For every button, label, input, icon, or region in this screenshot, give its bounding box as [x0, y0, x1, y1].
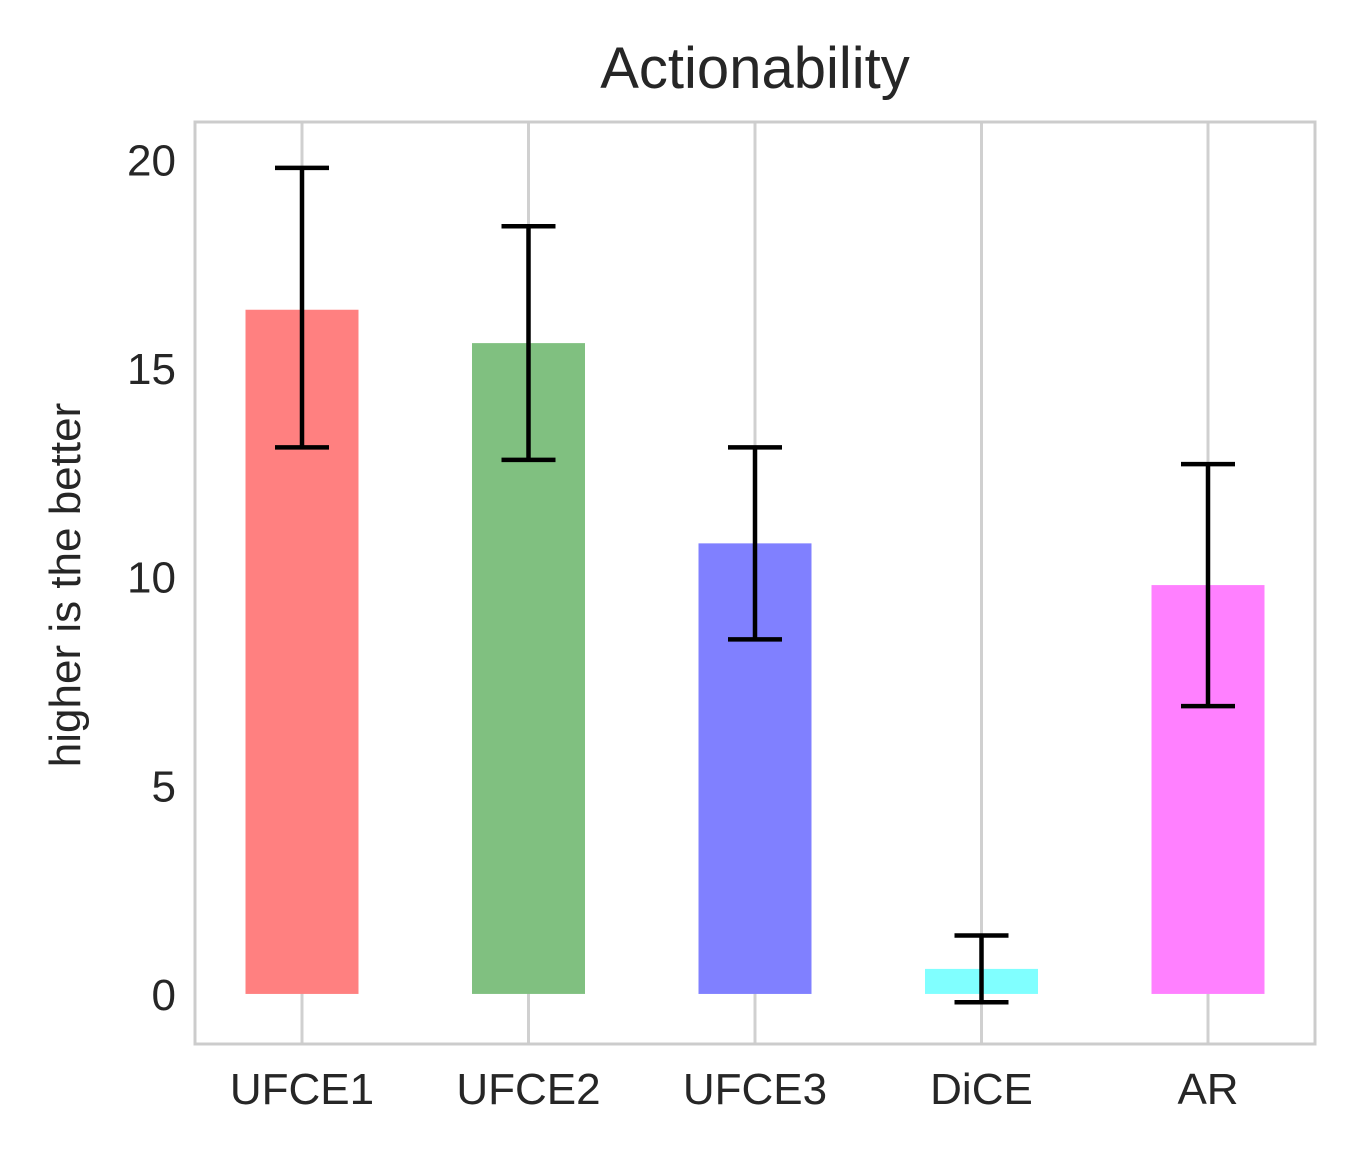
error-bar-ufce3: [728, 445, 782, 642]
error-bar-ufce2: [501, 224, 556, 463]
bars: [245, 309, 1265, 994]
error-bar-dice: [954, 933, 1009, 1005]
y-axis-label: higher is the better: [41, 403, 90, 767]
y-tick-label: 15: [127, 345, 176, 394]
x-tick-label-ufce2: UFCE2: [456, 1065, 600, 1114]
plot-frame: [193, 120, 1317, 1046]
y-tick-labels: 0 5 10 15 20: [127, 137, 176, 1020]
x-tick-label-ufce3: UFCE3: [683, 1065, 827, 1114]
error-bar-ufce1: [275, 165, 329, 450]
x-tick-labels: UFCE1 UFCE2 UFCE3 DiCE AR: [230, 1065, 1239, 1114]
y-tick-label: 10: [127, 554, 176, 603]
y-tick-label: 5: [152, 762, 176, 811]
x-tick-label-ufce1: UFCE1: [230, 1065, 374, 1114]
y-tick-label: 0: [152, 971, 176, 1020]
chart-title: Actionability: [600, 36, 909, 101]
error-bars: [275, 165, 1235, 1005]
error-bar-ar: [1181, 461, 1235, 709]
x-tick-label-ar: AR: [1177, 1065, 1238, 1114]
x-tick-label-dice: DiCE: [930, 1065, 1033, 1114]
y-tick-label: 20: [127, 137, 176, 186]
